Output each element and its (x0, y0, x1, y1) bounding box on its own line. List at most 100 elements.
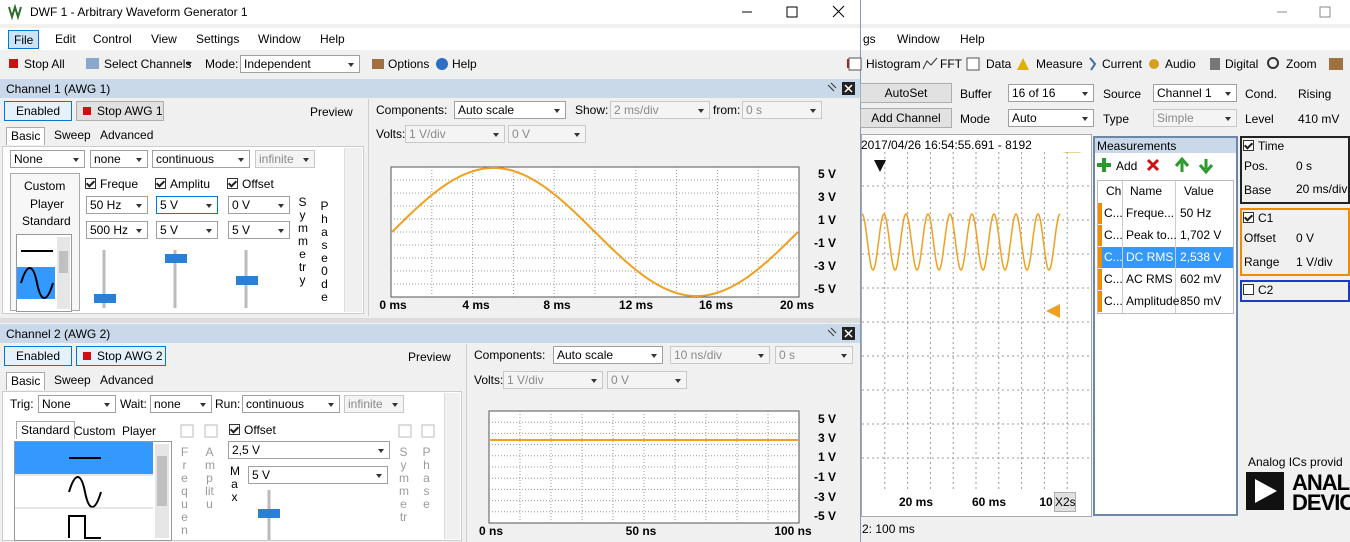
measure-cell[interactable]: Amplitude (1126, 294, 1180, 308)
menu-item[interactable]: Edit (55, 32, 76, 46)
offset-combo[interactable]: 0 V (508, 125, 586, 143)
measure-cell[interactable]: 1,702 V (1180, 228, 1222, 242)
pane-buttons[interactable] (824, 326, 858, 341)
autoset-button[interactable]: AutoSet (860, 83, 952, 103)
measure-cell[interactable]: C... (1104, 206, 1123, 220)
window-controls[interactable] (1270, 2, 1340, 22)
options[interactable]: Options (388, 57, 430, 71)
param-max[interactable]: 5 V (228, 221, 290, 239)
menu-item[interactable]: View (151, 32, 177, 46)
menu-item[interactable]: Window (258, 32, 301, 46)
mode-combo[interactable]: Independent (240, 55, 360, 73)
param-max[interactable]: 5 V (156, 221, 218, 239)
measure-cell[interactable]: Freque... (1126, 206, 1175, 220)
help[interactable]: Help (452, 57, 477, 71)
checkboxes-sliders[interactable] (176, 424, 446, 542)
zoom-label[interactable]: X2s (1054, 492, 1076, 512)
measure-cell[interactable]: Peak to... (1126, 228, 1177, 242)
time-combo[interactable]: 10 ns/div (670, 346, 770, 364)
from-combo[interactable]: 0 s (742, 101, 822, 119)
tab[interactable]: Basic (6, 372, 46, 390)
tab[interactable]: Advanced (100, 373, 154, 387)
param-value[interactable]: 0 V (228, 196, 290, 214)
wave-tab[interactable]: Player (122, 424, 157, 438)
volts-combo[interactable]: 1 V/div (503, 371, 603, 389)
toolbar-item[interactable]: Digital (1225, 57, 1259, 71)
measure-cell[interactable]: C... (1104, 228, 1123, 242)
menu-item[interactable]: Control (93, 32, 132, 46)
param-value[interactable]: 5 V (156, 196, 218, 214)
mode-combo[interactable]: Auto (1008, 109, 1094, 127)
range-value[interactable]: 1 V/div (1296, 255, 1333, 269)
enabled-button[interactable]: Enabled (4, 101, 72, 121)
measure-cell[interactable]: DC RMS (1126, 250, 1174, 264)
wave-tab[interactable]: Standard (16, 421, 75, 439)
param-value[interactable]: 50 Hz (86, 196, 148, 214)
offset-value[interactable]: 0 V (1296, 231, 1315, 245)
menu-item[interactable]: File (8, 30, 40, 49)
stop-button[interactable]: Stop AWG 1 (76, 101, 164, 121)
base-value[interactable]: 20 ms/div (1296, 182, 1348, 196)
stop-button[interactable]: Stop AWG 2 (76, 346, 166, 366)
select-channels[interactable]: Select Channels (104, 57, 192, 71)
cond-value[interactable]: Rising (1298, 87, 1332, 101)
toolbar-item[interactable]: FFT (940, 57, 962, 71)
window-controls[interactable] (735, 2, 855, 22)
wave-tab[interactable]: Custom (74, 424, 116, 438)
wave-tab[interactable]: Player (30, 197, 65, 211)
c1-checkbox[interactable]: C1 (1242, 210, 1273, 226)
measure-cell[interactable]: C... (1104, 250, 1123, 264)
menu-item[interactable]: gs (863, 32, 876, 46)
wave-tab[interactable]: Standard (22, 214, 71, 228)
from-combo[interactable]: 0 s (775, 346, 853, 364)
menu-item[interactable]: Settings (196, 32, 240, 46)
menu-item[interactable]: Help (320, 32, 345, 46)
measure-cell[interactable]: C... (1104, 294, 1123, 308)
trig-combo[interactable]: None (38, 395, 116, 413)
pane-buttons[interactable] (824, 81, 858, 96)
menu-item[interactable]: Help (960, 32, 985, 46)
offset-checkbox[interactable]: Offset (228, 422, 276, 438)
run-combo[interactable]: continuous (242, 395, 340, 413)
combo[interactable]: infinite (255, 150, 315, 168)
tab[interactable]: Sweep (54, 128, 91, 142)
measure-cell[interactable]: 50 Hz (1180, 206, 1212, 220)
offset-combo[interactable]: 0 V (607, 371, 687, 389)
offset-combo[interactable]: 2,5 V (228, 441, 390, 459)
components-combo[interactable]: Auto scale (454, 101, 566, 119)
toolbar-item[interactable]: Histogram (866, 57, 921, 71)
param-checkbox[interactable]: Offset (226, 176, 274, 192)
combo[interactable]: none (90, 150, 148, 168)
add-measurement[interactable]: Add (1116, 159, 1138, 173)
buffer-combo[interactable]: 16 of 16 (1008, 84, 1094, 102)
toolbar-item[interactable]: Data (986, 57, 1012, 71)
scrollbar[interactable] (444, 393, 460, 539)
measure-icons[interactable] (1096, 156, 1216, 176)
pos-value[interactable]: 0 s (1296, 159, 1313, 173)
toolbar-item[interactable]: Zoom (1286, 57, 1317, 71)
tab[interactable]: Sweep (54, 373, 91, 387)
type-combo[interactable]: Simple (1153, 109, 1237, 127)
toolbar-item[interactable]: Current (1102, 57, 1143, 71)
menu-item[interactable]: Window (897, 32, 940, 46)
measure-cell[interactable]: 850 mV (1180, 294, 1222, 308)
components-combo[interactable]: Auto scale (553, 346, 663, 364)
repeat-combo[interactable]: infinite (344, 395, 404, 413)
time-combo[interactable]: 2 ms/div (610, 101, 710, 119)
level-value[interactable]: 410 mV (1298, 112, 1340, 126)
time-checkbox[interactable]: Time (1242, 138, 1284, 154)
add-channel-button[interactable]: Add Channel (860, 108, 952, 128)
toolbar-item[interactable]: Measure (1036, 57, 1083, 71)
combo[interactable]: None (10, 150, 85, 168)
measure-cell[interactable]: C... (1104, 272, 1123, 286)
param-max[interactable]: 500 Hz (86, 221, 148, 239)
volts-combo[interactable]: 1 V/div (405, 125, 505, 143)
tab[interactable]: Basic (6, 127, 46, 145)
wave-tab[interactable]: Custom (24, 179, 66, 193)
param-checkbox[interactable]: Freque (84, 176, 138, 192)
wait-combo[interactable]: none (150, 395, 212, 413)
c2-checkbox[interactable]: C2 (1242, 282, 1273, 298)
combo[interactable]: continuous (152, 150, 250, 168)
sliders[interactable] (84, 240, 354, 310)
toolbar-item[interactable]: Audio (1165, 57, 1196, 71)
